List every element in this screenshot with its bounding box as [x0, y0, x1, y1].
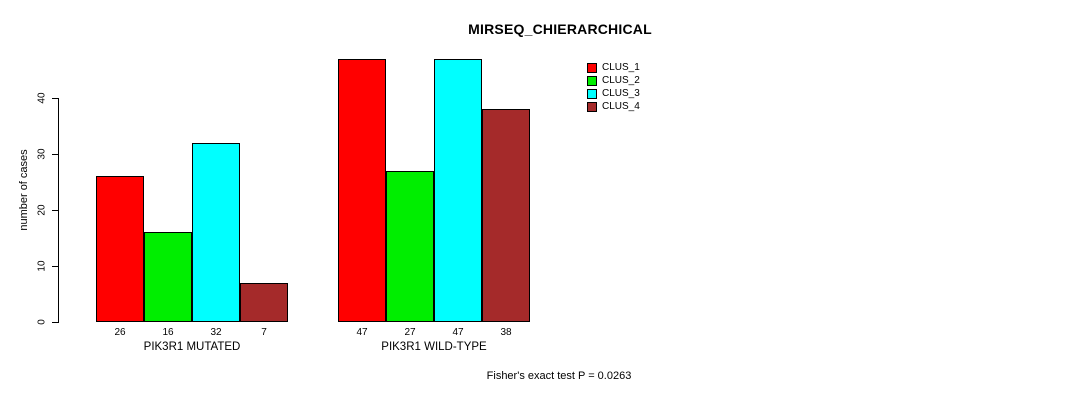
legend-swatch — [587, 101, 597, 112]
y-tick-label: 10 — [36, 260, 48, 272]
y-tick — [52, 266, 59, 267]
chart-title: MIRSEQ_CHIERARCHICAL — [468, 21, 652, 37]
y-tick — [52, 154, 59, 155]
legend-label: CLUS_4 — [602, 101, 640, 112]
bar-value-label: 47 — [356, 327, 368, 338]
bar-value-label: 7 — [261, 327, 267, 338]
legend-label: CLUS_3 — [602, 88, 640, 99]
legend-label: CLUS_1 — [602, 62, 640, 73]
legend-swatch — [587, 75, 597, 86]
bar-value-label: 26 — [114, 327, 126, 338]
legend: CLUS_1 CLUS_2 CLUS_3 CLUS_4 — [587, 61, 640, 113]
y-tick-label: 0 — [36, 319, 48, 325]
bar-value-label: 16 — [162, 327, 174, 338]
y-axis-label: number of cases — [18, 149, 30, 231]
bar — [386, 171, 434, 322]
stat-annotation: Fisher's exact test P = 0.0263 — [486, 370, 632, 382]
bar — [434, 59, 482, 322]
legend-swatch — [587, 62, 597, 73]
y-tick — [52, 322, 59, 323]
legend-item: CLUS_3 — [587, 87, 640, 100]
bar-value-label: 32 — [210, 327, 222, 338]
y-tick — [52, 210, 59, 211]
legend-swatch — [587, 88, 597, 99]
bar — [192, 143, 240, 322]
bar — [96, 176, 144, 322]
legend-item: CLUS_4 — [587, 100, 640, 113]
group-label: PIK3R1 WILD-TYPE — [381, 341, 487, 353]
bar — [240, 283, 288, 322]
bar — [338, 59, 386, 322]
bar-value-label: 38 — [500, 327, 512, 338]
y-tick — [52, 98, 59, 99]
legend-item: CLUS_2 — [587, 74, 640, 87]
legend-item: CLUS_1 — [587, 61, 640, 74]
y-tick-label: 40 — [36, 92, 48, 104]
y-tick-label: 20 — [36, 204, 48, 216]
bar-value-label: 27 — [404, 327, 416, 338]
bar — [144, 232, 192, 322]
bar — [482, 109, 530, 322]
y-tick-label: 30 — [36, 148, 48, 160]
legend-label: CLUS_2 — [602, 75, 640, 86]
bar-value-label: 47 — [452, 327, 464, 338]
group-label: PIK3R1 MUTATED — [143, 341, 241, 353]
